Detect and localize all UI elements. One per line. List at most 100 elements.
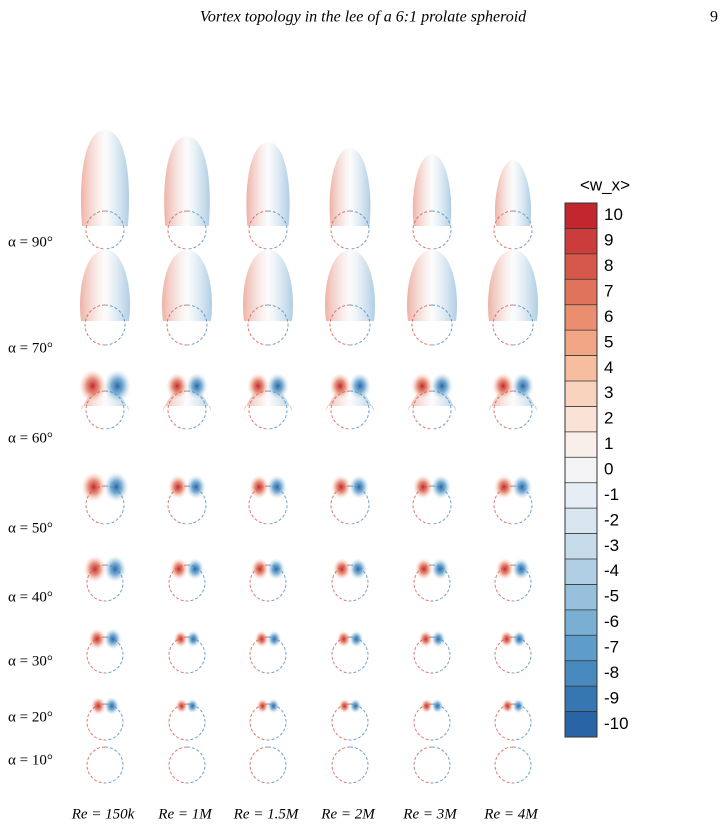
- body-left: [85, 210, 106, 250]
- body-left: [413, 746, 433, 784]
- flow-cell: [488, 250, 538, 346]
- body-right: [186, 390, 207, 430]
- body-left: [413, 564, 433, 602]
- row-label: α = 30°: [8, 653, 53, 669]
- colorbar-segment: [565, 355, 597, 381]
- body-right: [431, 746, 451, 784]
- body-right: [512, 210, 533, 250]
- colorbar-label: 6: [604, 307, 613, 326]
- vortex-blue: [349, 630, 364, 648]
- vortex-blue: [512, 558, 531, 580]
- body-left: [86, 636, 106, 674]
- flow-cell: [243, 372, 293, 430]
- wake: [164, 136, 210, 226]
- flow-cell: [168, 558, 206, 602]
- body-right: [512, 636, 532, 674]
- vortex-blue: [186, 475, 206, 499]
- body-right: [267, 485, 288, 525]
- flow-cell: [331, 698, 369, 741]
- flow-cell: [81, 472, 129, 525]
- vortex-blue: [267, 475, 287, 499]
- vortex-blue: [267, 630, 282, 648]
- colorbar-segment: [565, 584, 597, 610]
- body-left: [168, 746, 188, 784]
- body-left: [167, 485, 188, 525]
- body-left: [331, 703, 351, 741]
- body-left: [494, 636, 514, 674]
- body-right: [104, 304, 126, 346]
- body-right: [267, 564, 287, 602]
- vortex-blue: [349, 698, 362, 714]
- row-label: α = 10°: [8, 752, 53, 768]
- colorbar-label: 2: [604, 409, 613, 428]
- body-left: [249, 636, 269, 674]
- colorbar-segment: [565, 457, 597, 483]
- vortex-blue: [103, 555, 127, 583]
- flow-cell: [331, 558, 369, 602]
- flow-cell: [80, 250, 130, 346]
- body-left: [331, 636, 351, 674]
- colorbar-label: -2: [604, 510, 619, 529]
- vortex-blue: [349, 475, 369, 499]
- body-right: [104, 746, 124, 784]
- vortex-red: [492, 372, 515, 400]
- colorbar-segment: [565, 609, 597, 636]
- flow-cell: [494, 698, 532, 741]
- body-left: [85, 485, 106, 525]
- body-left: [330, 210, 351, 250]
- flow-cell: [168, 698, 206, 741]
- vortex-red: [336, 630, 351, 648]
- vortex-blue: [104, 697, 120, 715]
- vortex-red: [169, 558, 188, 580]
- colorbar-label: -4: [604, 561, 619, 580]
- vortex-red: [256, 698, 269, 714]
- body-left: [84, 304, 106, 346]
- colorbar-label: -5: [604, 587, 619, 606]
- flow-cell: [413, 558, 451, 602]
- wake: [246, 142, 290, 226]
- colorbar-segment: [565, 686, 597, 712]
- vortex-blue: [431, 698, 444, 714]
- vortex-red: [329, 372, 352, 400]
- wake: [162, 250, 212, 321]
- vortex-red: [414, 558, 433, 580]
- body-left: [86, 564, 106, 602]
- body-left: [493, 390, 514, 430]
- vortex-blue: [512, 475, 532, 499]
- body-right: [267, 210, 288, 250]
- column-label: Re = 4M: [483, 806, 539, 822]
- flow-cell: [86, 628, 124, 674]
- vortex-blue: [512, 630, 527, 648]
- flow-cell: [494, 630, 532, 674]
- wake: [494, 160, 532, 226]
- vortex-red: [90, 697, 106, 715]
- colorbar-label: -8: [604, 663, 619, 682]
- body-left: [85, 390, 106, 430]
- vortex-red: [168, 475, 188, 499]
- body-left: [331, 564, 351, 602]
- vortex-blue: [103, 472, 129, 502]
- body-left: [413, 636, 433, 674]
- vortex-blue: [186, 558, 205, 580]
- body-right: [104, 210, 125, 250]
- colorbar-segment: [565, 279, 597, 305]
- body-left: [494, 703, 514, 741]
- flow-cell: [493, 160, 533, 250]
- body-left: [168, 636, 188, 674]
- vortex-blue: [186, 630, 201, 648]
- flow-cell: [168, 746, 206, 784]
- body-right: [267, 703, 287, 741]
- body-right: [349, 210, 370, 250]
- vortex-red: [331, 475, 351, 499]
- body-right: [104, 703, 124, 741]
- vortex-red: [175, 698, 188, 714]
- colorbar-segment: [565, 482, 597, 509]
- body-left: [492, 304, 514, 346]
- flow-cell: [331, 746, 369, 784]
- body-right: [104, 390, 125, 430]
- colorbar-label: 3: [604, 383, 613, 402]
- column-label: Re = 1M: [157, 806, 213, 822]
- body-right: [431, 390, 452, 430]
- body-right: [186, 703, 206, 741]
- vortex-red: [499, 630, 514, 648]
